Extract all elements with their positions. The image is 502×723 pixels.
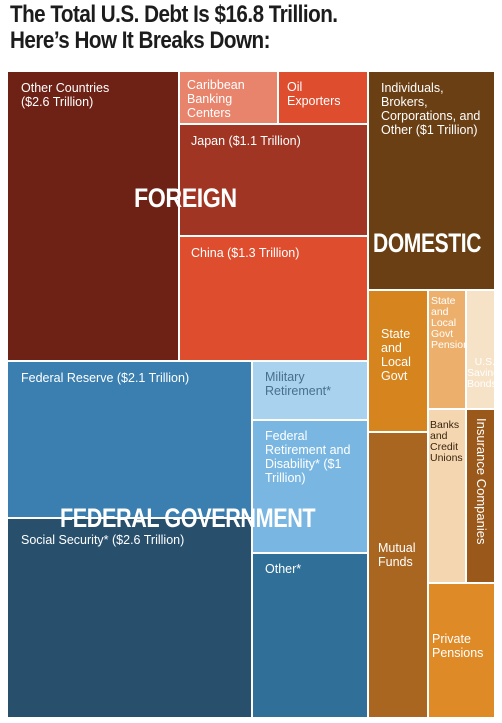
cell-military-retirement[interactable]: Military Retirement* — [252, 361, 368, 420]
label-other-countries: Other Countries ($2.6 Trillion) — [21, 81, 110, 109]
label-japan: Japan ($1.1 Trillion) — [191, 134, 301, 148]
label-mutual-funds: Mutual Funds — [378, 541, 416, 569]
cell-japan[interactable]: Japan ($1.1 Trillion) — [179, 124, 368, 236]
cell-china[interactable]: China ($1.3 Trillion) — [179, 236, 368, 361]
label-military-retirement: Military Retirement* — [265, 370, 331, 398]
cell-social-security[interactable]: Social Security* ($2.6 Trillion) — [7, 518, 252, 718]
cell-mutual-funds[interactable]: Mutual Funds — [368, 432, 428, 718]
label-other-federal: Other* — [265, 562, 302, 576]
cell-private-pensions[interactable]: Private Pensions — [428, 583, 495, 718]
cell-other-countries[interactable]: Other Countries ($2.6 Trillion) — [7, 71, 179, 361]
label-individuals: Individuals, Brokers, Corporations, and … — [381, 81, 481, 137]
group-label-foreign: FOREIGN — [134, 183, 237, 213]
cell-insurance[interactable]: Insurance Companies — [466, 409, 495, 583]
label-sl-pensions: State and Local Govt Pensions — [431, 295, 465, 351]
cell-oil-exporters[interactable]: Oil Exporters — [278, 71, 368, 124]
label-private-pensions: Private Pensions — [432, 632, 484, 660]
title-line-1: The Total U.S. Debt Is $16.8 Trillion. — [10, 1, 338, 28]
cell-individuals[interactable]: Individuals, Brokers, Corporations, and … — [368, 71, 495, 290]
label-banks: Banks and Credit Unions — [430, 419, 463, 464]
label-oil-exporters: Oil Exporters — [287, 80, 341, 108]
cell-banks[interactable]: Banks and Credit Unions — [428, 409, 466, 583]
label-china: China ($1.3 Trillion) — [191, 246, 300, 260]
cell-federal-reserve[interactable]: Federal Reserve ($2.1 Trillion) — [7, 361, 252, 518]
label-federal-retirement: Federal Retirement and Disability* ($1 T… — [265, 429, 351, 485]
group-label-domestic: DOMESTIC — [373, 228, 482, 258]
cell-other-federal[interactable]: Other* — [252, 553, 368, 718]
label-caribbean-banking: Caribbean Banking Centers — [187, 78, 245, 120]
cell-caribbean-banking[interactable]: Caribbean Banking Centers — [179, 71, 278, 124]
title-line-2: Here’s How It Breaks Down: — [10, 27, 270, 54]
cell-federal-retirement[interactable]: Federal Retirement and Disability* ($1 T… — [252, 420, 368, 553]
cell-sl-pensions[interactable]: State and Local Govt Pensions — [428, 290, 466, 409]
cell-savings-bonds[interactable]: U.S. Savings Bonds — [466, 290, 495, 409]
label-savings-bonds: U.S. Savings Bonds — [467, 356, 495, 390]
label-insurance: Insurance Companies — [474, 418, 489, 545]
label-federal-reserve: Federal Reserve ($2.1 Trillion) — [21, 371, 190, 385]
label-social-security: Social Security* ($2.6 Trillion) — [21, 533, 185, 547]
chart-title: The Total U.S. Debt Is $16.8 Trillion. H… — [10, 2, 431, 54]
cell-state-local-govt[interactable]: State and Local Govt — [368, 290, 428, 432]
label-state-local-govt: State and Local Govt — [381, 327, 411, 383]
group-label-federal-government: FEDERAL GOVERNMENT — [60, 503, 316, 533]
